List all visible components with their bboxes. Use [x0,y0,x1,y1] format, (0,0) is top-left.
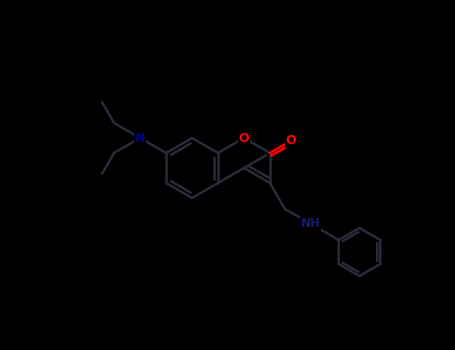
Text: N: N [135,132,145,145]
Text: O: O [239,132,249,145]
Text: O: O [285,134,296,147]
Text: NH: NH [301,217,321,231]
